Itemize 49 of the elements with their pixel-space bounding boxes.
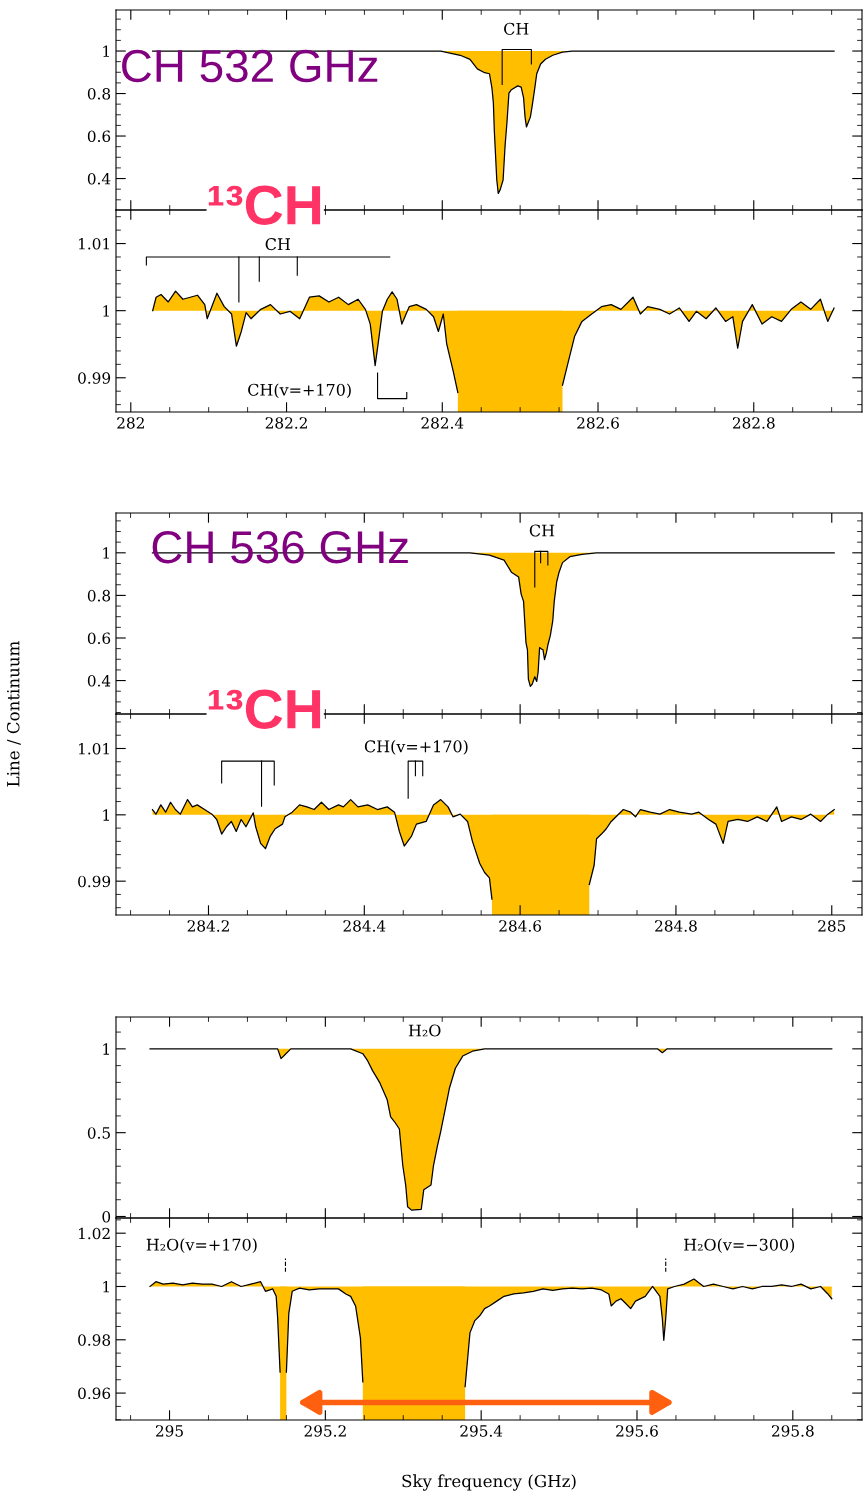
x-tick-label: 282.2 xyxy=(265,417,307,429)
x-tick-label: 295.8 xyxy=(771,1425,814,1437)
y-tick-label: 0.5 xyxy=(87,1127,110,1139)
annotation: ¹³CH xyxy=(208,185,321,225)
x-tick-label: 295 xyxy=(155,1425,183,1437)
x-tick-label: 284.8 xyxy=(655,920,697,932)
x-tick-label: 282.4 xyxy=(421,417,464,429)
x-tick-label: 295.2 xyxy=(304,1425,346,1437)
annotation: CH(v=+170) xyxy=(364,740,468,755)
x-tick-label: 282 xyxy=(117,417,144,429)
y-tick-label: 1 xyxy=(103,1043,109,1055)
x-tick-label: 284.2 xyxy=(187,920,229,932)
annotation: H₂O xyxy=(408,1024,441,1037)
y-tick-label: 0.6 xyxy=(87,632,111,645)
y-tick-label: 1 xyxy=(103,547,109,559)
annotation: H₂O(v=−300) xyxy=(684,1238,795,1253)
y-tick-label: 1 xyxy=(103,45,109,57)
annotation: CH xyxy=(504,22,529,35)
x-axis-title: Sky frequency (GHz) xyxy=(402,1474,576,1491)
y-tick-label: 1 xyxy=(103,1280,109,1293)
y-tick-label: 0.4 xyxy=(87,675,111,687)
y-axis-title: Line / Continuum xyxy=(6,641,21,787)
annotation: CH xyxy=(265,238,290,251)
y-tick-label: 0.98 xyxy=(78,1334,111,1346)
y-tick-label: 0.99 xyxy=(78,372,111,384)
y-tick-label: 1 xyxy=(103,305,109,317)
x-tick-label: 284.4 xyxy=(343,920,386,932)
annotation: CH 532 GHz xyxy=(122,49,378,83)
x-tick-label: 285 xyxy=(818,920,846,932)
x-tick-label: 282.6 xyxy=(577,417,619,429)
annotation: CH xyxy=(529,524,555,537)
annotation: CH(v=+170) xyxy=(248,383,351,399)
y-tick-label: 0.4 xyxy=(87,173,111,185)
y-tick-label: 1.02 xyxy=(78,1227,110,1240)
y-tick-label: 1.01 xyxy=(78,238,109,250)
y-tick-label: 0.8 xyxy=(87,589,111,602)
x-tick-label: 282.8 xyxy=(732,417,775,429)
y-tick-label: 0.8 xyxy=(87,87,111,100)
x-tick-label: 284.6 xyxy=(499,920,542,932)
y-tick-label: 1 xyxy=(103,809,109,821)
x-tick-label: 295.4 xyxy=(460,1425,503,1437)
annotation: ¹³CH xyxy=(208,689,321,729)
annotation: H₂O(v=+170) xyxy=(146,1238,257,1253)
y-tick-label: 0 xyxy=(102,1210,111,1223)
y-tick-label: 0.6 xyxy=(87,130,111,143)
y-tick-label: 1.01 xyxy=(78,742,109,755)
y-tick-label: 0.96 xyxy=(78,1387,111,1400)
x-tick-label: 295.6 xyxy=(616,1425,658,1437)
y-tick-label: 0.99 xyxy=(78,875,111,888)
